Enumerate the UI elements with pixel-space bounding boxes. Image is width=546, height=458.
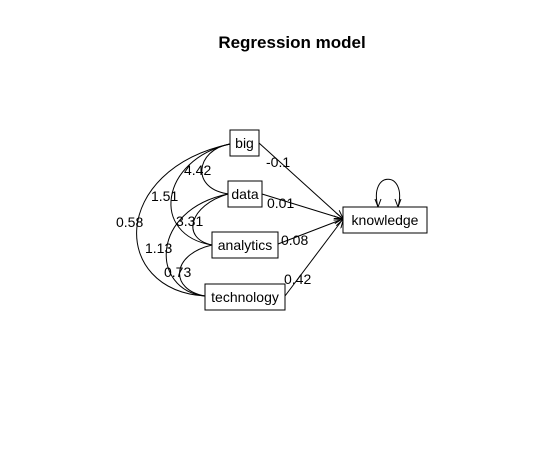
cov-label-big-data: 4.42 — [184, 162, 211, 178]
cov-label-analytics-technology: 0.73 — [164, 264, 191, 280]
node-data: data — [227, 180, 263, 208]
cov-label-big-analytics: 1.51 — [151, 188, 178, 204]
cov-label-data-technology: 1.13 — [145, 240, 172, 256]
path-label-technology-knowledge: 0.42 — [284, 271, 311, 287]
node-knowledge: knowledge — [342, 206, 428, 234]
cov-edge-analytics-technology — [179, 244, 213, 297]
node-technology-label: technology — [211, 289, 279, 305]
path-edge-analytics-knowledge — [277, 219, 343, 245]
node-knowledge-label: knowledge — [352, 212, 419, 228]
residual-arrowhead-right — [394, 198, 402, 209]
node-big-label: big — [235, 135, 254, 151]
node-analytics: analytics — [211, 231, 279, 259]
cov-edge-data-analytics — [192, 193, 229, 246]
cov-edge-big-analytics — [170, 143, 231, 246]
path-edge-data-knowledge — [261, 193, 343, 219]
path-label-big-knowledge: -0.1 — [266, 154, 290, 170]
path-edge-big-knowledge — [258, 142, 343, 219]
residual-arrowhead-left — [374, 198, 382, 209]
residual-loop-knowledge — [375, 178, 401, 208]
cov-label-data-analytics: 3.31 — [176, 213, 203, 229]
path-edge-technology-knowledge — [284, 219, 343, 297]
path-label-analytics-knowledge: 0.08 — [281, 232, 308, 248]
cov-edge-big-technology — [136, 143, 231, 297]
node-technology: technology — [204, 283, 286, 311]
node-data-label: data — [231, 186, 258, 202]
cov-label-big-technology: 0.58 — [116, 214, 143, 230]
node-analytics-label: analytics — [218, 237, 272, 253]
node-big: big — [229, 129, 260, 157]
cov-edge-data-technology — [165, 193, 229, 297]
diagram-title: Regression model — [218, 33, 365, 52]
path-label-data-knowledge: 0.01 — [267, 195, 294, 211]
